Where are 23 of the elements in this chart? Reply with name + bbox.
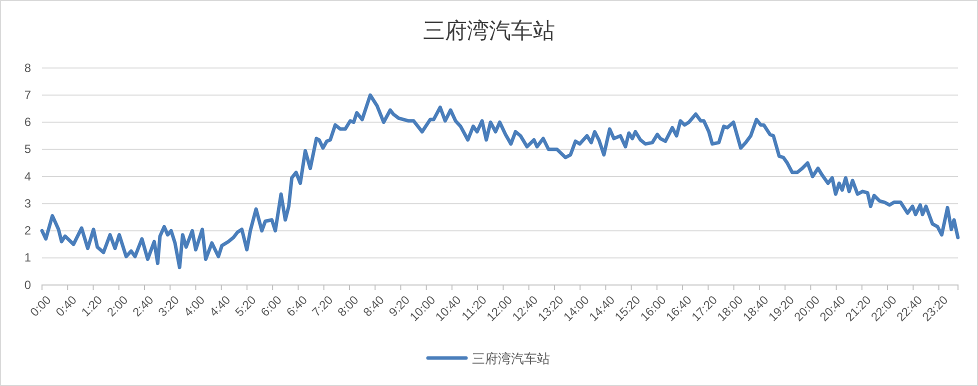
x-tick-label: 8:00 bbox=[334, 292, 362, 320]
legend-label: 三府湾汽车站 bbox=[472, 351, 550, 367]
x-tick-label: 4:00 bbox=[181, 292, 208, 320]
x-tick-label: 8:40 bbox=[360, 292, 388, 320]
y-tick-label: 0 bbox=[24, 278, 32, 292]
y-tick-label: 1 bbox=[24, 250, 32, 265]
y-tick-label: 8 bbox=[24, 60, 32, 75]
y-tick-label: 6 bbox=[24, 115, 32, 130]
y-tick-label: 7 bbox=[24, 88, 32, 102]
x-tick-label: 7:20 bbox=[309, 292, 336, 320]
y-tick-label: 2 bbox=[24, 224, 32, 238]
x-tick-label: 3:20 bbox=[155, 292, 182, 320]
y-tick-label: 3 bbox=[24, 196, 32, 210]
line-series bbox=[40, 93, 960, 270]
x-tick-label: 6:40 bbox=[284, 292, 310, 320]
x-tick-label: 4:40 bbox=[206, 292, 234, 320]
x-tick-label: 5:20 bbox=[232, 292, 259, 320]
x-tick-label: 6:00 bbox=[258, 292, 285, 320]
x-tick-label: 0:40 bbox=[52, 292, 80, 320]
y-tick-label: 5 bbox=[24, 142, 32, 156]
y-tick-label: 4 bbox=[24, 169, 32, 184]
x-tick-label: 0:00 bbox=[27, 292, 54, 320]
chart-title: 三府湾汽车站 bbox=[423, 19, 555, 44]
